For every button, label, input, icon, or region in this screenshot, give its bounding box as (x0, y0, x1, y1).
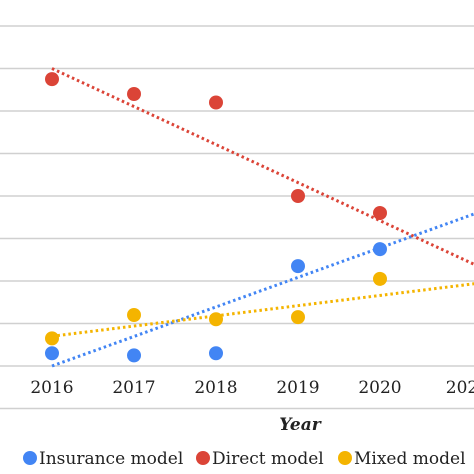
data-point (45, 72, 59, 87)
x-tick-label: 202 (446, 378, 474, 398)
x-tick-label: 2017 (112, 378, 155, 398)
data-point (127, 308, 141, 322)
data-point (291, 189, 305, 203)
data-point (291, 310, 305, 325)
legend-label: Insurance model (39, 449, 183, 469)
data-point (45, 346, 59, 361)
data-point (373, 206, 387, 220)
data-point (209, 346, 223, 361)
trendline (51, 282, 474, 338)
trendlines (51, 67, 474, 368)
trendline (51, 67, 474, 266)
data-point (373, 271, 387, 286)
data-point (209, 312, 223, 327)
x-tick-label: 2018 (194, 378, 237, 398)
x-tick-label: 2020 (358, 378, 401, 398)
legend-label: Direct model (212, 449, 324, 469)
data-point (209, 95, 223, 110)
x-axis-title: Year (279, 415, 321, 435)
legend-marker (23, 451, 37, 465)
data-point (45, 331, 59, 346)
data-point (291, 259, 305, 274)
data-point (127, 348, 141, 363)
x-tick-label: 2019 (276, 378, 319, 398)
legend-marker (338, 451, 352, 465)
legend: Insurance model Direct model Mixed model (23, 449, 466, 469)
data-point (127, 87, 141, 101)
x-tick-label: 2016 (30, 378, 73, 398)
data-points (45, 72, 387, 363)
trendline (51, 212, 474, 368)
legend-marker (196, 451, 210, 465)
gridlines (0, 25, 474, 410)
x-axis-ticks: 2016 2017 2018 2019 2020 202 (30, 378, 474, 398)
legend-label: Mixed model (354, 449, 466, 469)
data-point (373, 242, 387, 257)
